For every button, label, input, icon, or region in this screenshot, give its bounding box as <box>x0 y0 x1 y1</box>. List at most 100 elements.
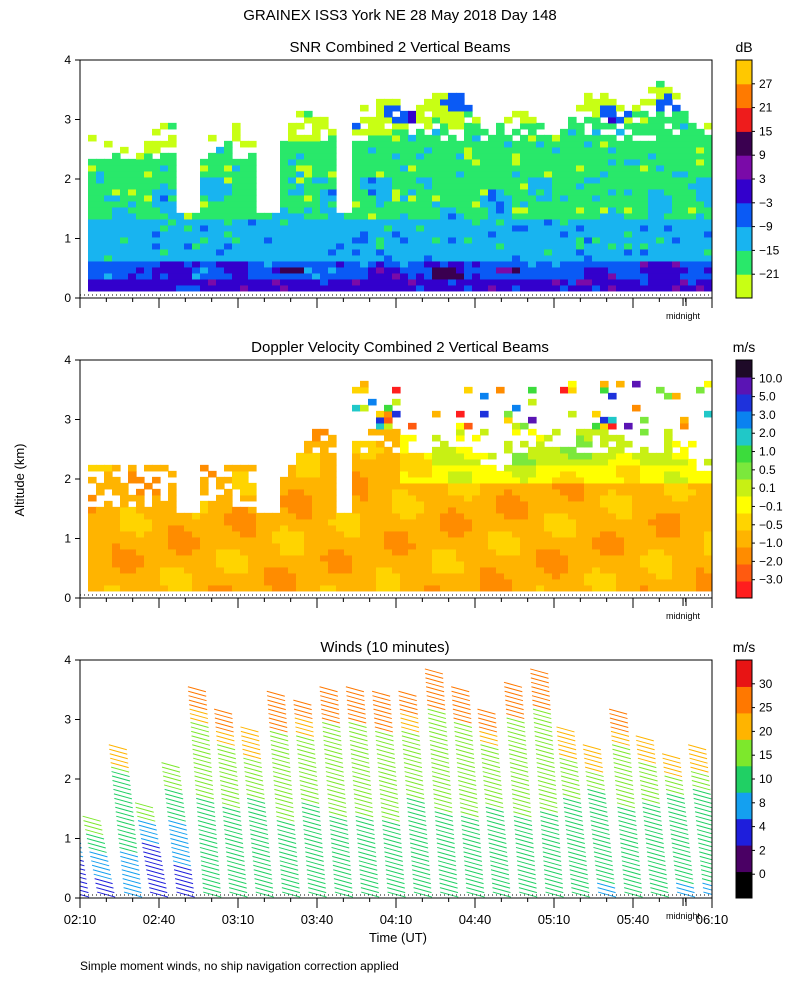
doppler-cell <box>216 482 225 490</box>
snr-cell <box>352 146 361 154</box>
colorbar-swatch <box>736 360 752 378</box>
wind-barb <box>248 811 267 818</box>
snr-cell <box>336 266 345 274</box>
snr-cell <box>704 176 712 184</box>
wind-barb <box>346 699 366 706</box>
snr-cell <box>400 194 409 202</box>
snr-cell <box>576 284 585 292</box>
snr-cell <box>448 194 457 202</box>
doppler-cell <box>504 548 513 556</box>
doppler-cell <box>384 572 393 580</box>
wind-barb <box>669 820 688 827</box>
wind-barb <box>383 846 403 853</box>
snr-cell <box>536 164 545 172</box>
snr-cell <box>464 152 473 160</box>
snr-cell <box>120 194 129 202</box>
snr-cell <box>608 188 617 196</box>
snr-cell <box>120 266 129 274</box>
snr-cell <box>544 260 553 268</box>
snr-cell <box>600 164 609 172</box>
doppler-cell <box>176 560 185 568</box>
snr-cell <box>288 248 297 256</box>
snr-cell <box>568 230 577 238</box>
snr-cell <box>352 170 361 178</box>
doppler-cell <box>320 500 329 508</box>
snr-cell <box>664 146 673 154</box>
snr-cell <box>504 224 513 232</box>
wind-barb <box>399 704 418 711</box>
doppler-cell <box>608 518 617 526</box>
snr-cell <box>512 218 521 226</box>
snr-cell <box>520 176 529 184</box>
snr-cell <box>688 206 697 214</box>
snr-cell <box>672 200 681 208</box>
snr-cell <box>440 272 449 280</box>
snr-cell <box>480 176 489 184</box>
doppler-cell <box>408 500 417 508</box>
doppler-cell <box>688 482 697 490</box>
snr-cell <box>232 182 241 190</box>
wind-barb <box>562 797 582 804</box>
doppler-cell <box>360 500 369 508</box>
snr-cell <box>144 266 153 274</box>
wind-barb <box>326 780 345 786</box>
snr-cell <box>552 194 561 202</box>
doppler-cell <box>280 554 289 562</box>
doppler-cell <box>512 488 521 496</box>
snr-cell <box>592 110 601 118</box>
wind-barb <box>355 820 375 827</box>
wind-barb <box>293 699 312 706</box>
snr-cell <box>304 206 313 214</box>
snr-cell <box>608 254 617 262</box>
snr-cell <box>680 278 689 286</box>
doppler-cell <box>664 494 673 502</box>
snr-cell <box>584 152 593 160</box>
wind-barb <box>241 735 260 742</box>
snr-cell <box>616 248 625 256</box>
wind-barb <box>455 744 474 751</box>
doppler-cell <box>472 452 481 460</box>
doppler-cell <box>480 464 489 472</box>
wind-barb <box>487 829 506 836</box>
doppler-cell <box>568 512 577 520</box>
wind-barb <box>196 797 215 804</box>
doppler-cell <box>464 518 473 526</box>
snr-cell <box>112 236 121 244</box>
snr-cell <box>200 194 209 202</box>
doppler-cell <box>536 488 545 496</box>
doppler-cell <box>160 554 169 562</box>
snr-cell <box>448 122 457 130</box>
snr-cell <box>488 152 497 160</box>
snr-cell <box>568 194 577 202</box>
wind-barb <box>354 806 374 813</box>
snr-cell <box>672 218 681 226</box>
wind-barb <box>508 748 527 755</box>
snr-cell <box>136 206 145 214</box>
wind-barb <box>532 699 551 706</box>
wind-barb <box>530 668 549 675</box>
snr-cell <box>224 152 233 160</box>
snr-cell <box>472 182 481 190</box>
doppler-cell <box>304 566 313 574</box>
snr-cell <box>288 242 297 250</box>
snr-cell <box>376 164 385 172</box>
wind-barb <box>225 842 244 849</box>
snr-cell <box>680 212 689 220</box>
doppler-cell <box>592 554 601 562</box>
snr-cell <box>240 188 249 196</box>
wind-barb <box>641 797 660 804</box>
wind-barb <box>375 730 394 737</box>
snr-cell <box>520 122 529 130</box>
snr-cell <box>168 200 177 208</box>
snr-cell <box>328 206 337 214</box>
snr-cell <box>288 176 297 184</box>
snr-cell <box>160 170 169 178</box>
snr-cell <box>368 284 377 292</box>
doppler-cell <box>432 410 441 418</box>
doppler-cell <box>408 494 417 502</box>
doppler-cell <box>544 566 553 574</box>
doppler-cell <box>504 416 513 424</box>
wind-barb <box>616 802 636 809</box>
doppler-cell <box>400 434 409 442</box>
snr-cell <box>552 254 561 262</box>
